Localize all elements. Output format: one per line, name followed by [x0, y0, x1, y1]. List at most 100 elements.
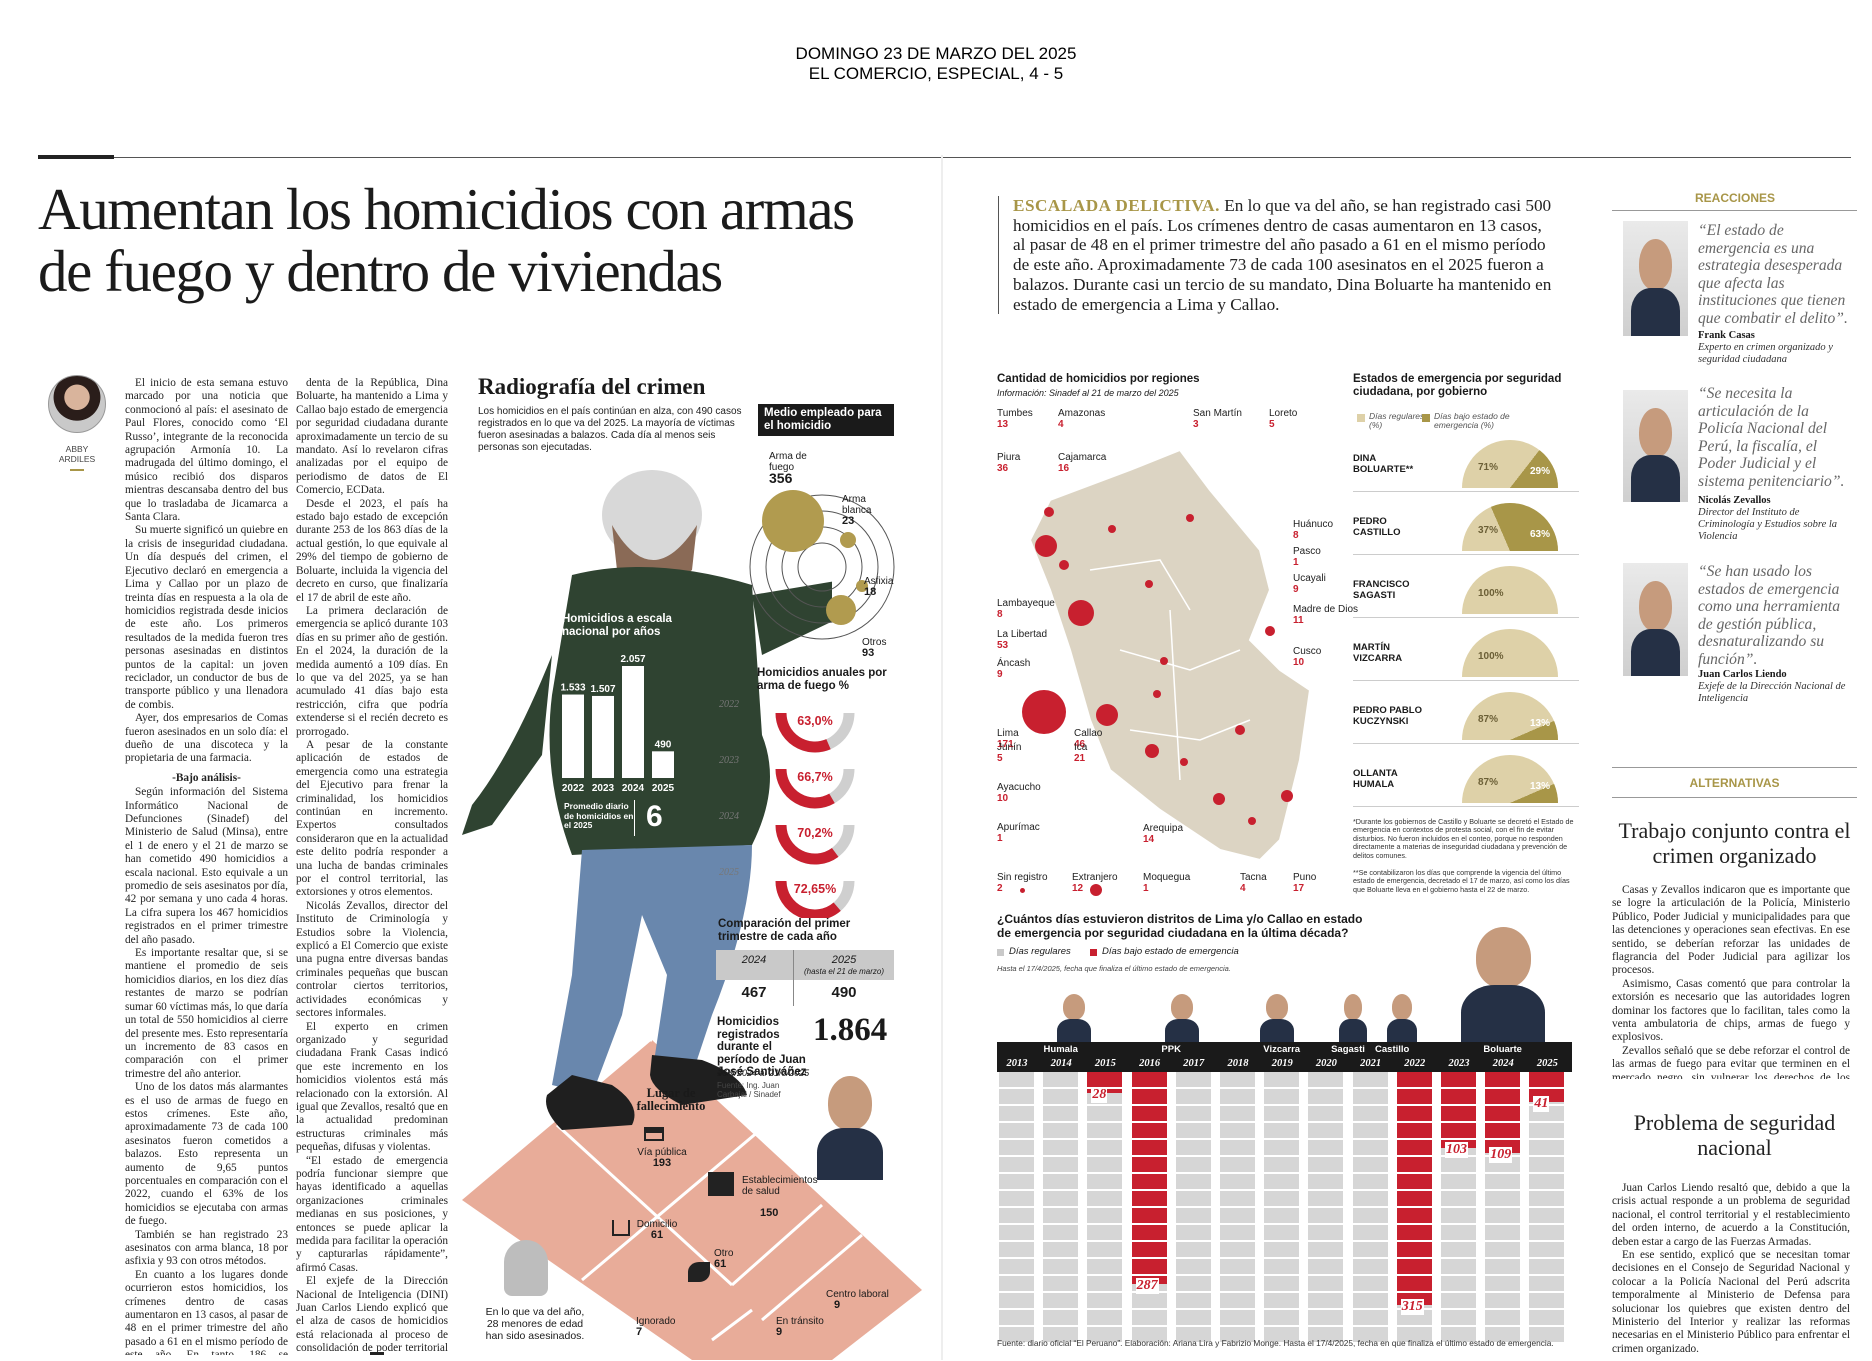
map-region-value: 4 [1058, 419, 1064, 430]
article-column-1: El inicio de esta semana estuvo marcado … [125, 377, 288, 1355]
gov-band-label: Boluarte [1483, 1044, 1522, 1055]
map-label-lima: Lima 171 [997, 728, 1067, 750]
decade-year-label: 2023 [1448, 1058, 1470, 1069]
col1-paragraph: El inicio de esta semana estuvo marcado … [125, 377, 288, 524]
cap [602, 470, 702, 560]
map-label-ucayali: Ucayali 9 [1293, 573, 1363, 595]
dot-san-martin [1145, 580, 1153, 588]
decade-bar-value: 103 [1445, 1142, 1468, 1159]
map-region-value: 21 [1074, 753, 1086, 764]
dot-ayacucho [1180, 758, 1188, 766]
via-publica-icon [644, 1127, 664, 1141]
dot-lima [1022, 690, 1066, 734]
gov-band-label: Vizcarra [1263, 1044, 1301, 1055]
map-region-value: 1 [997, 833, 1003, 844]
map-label-lambayeque: Lambayeque 8 [997, 598, 1067, 620]
dot-amazonas [1108, 525, 1116, 533]
reacciones-rule [1612, 210, 1857, 211]
fuego-year: 2024 [719, 811, 739, 822]
map-title: Cantidad de homicidios por regiones [997, 373, 1200, 385]
escalada-kicker: ESCALADA DELICTIVA. [1013, 196, 1220, 215]
comp-value-0: 467 [741, 984, 767, 1001]
annual-year-label: 2022 [562, 783, 585, 794]
decade-bar-2017 [1175, 1072, 1211, 1342]
gov-row-rule [1353, 617, 1579, 618]
quote-author: Nicolás Zevallos Director del Instituto d… [1698, 495, 1848, 543]
medio-otros-circle [826, 595, 856, 625]
decade-bar-2015 [1087, 1072, 1123, 1342]
promedio-label: Promedio diario de homicidios en el 2025 [564, 801, 634, 830]
map-region-name: Apurímac [997, 822, 1040, 833]
medio-label-0: Arma de fuego 356 [769, 451, 829, 486]
gov-gauge [1462, 566, 1558, 614]
fuego-label: 70,2% [797, 826, 832, 840]
map-region-value: 11 [1293, 615, 1304, 626]
lugar-4: Centro laboral 9 [826, 1289, 896, 1311]
map-region-value: 3 [1193, 419, 1199, 430]
decade-bar-2023 [1441, 1072, 1476, 1342]
medio-3-label: Otros [862, 637, 887, 648]
alternativas-rule-top [1612, 767, 1857, 768]
col2-paragraph: denta de la República, Dina Boluarte, ha… [296, 377, 448, 497]
col1b-paragraph: También se han registrado 23 asesinatos … [125, 1228, 288, 1268]
map-label-la-libertad: La Libertad 53 [997, 629, 1067, 651]
hoodie [549, 567, 770, 855]
map-label-cajamarca: Cajamarca 16 [1058, 452, 1128, 474]
ring-4 [797, 542, 847, 592]
ppk-photo [1160, 985, 1204, 1043]
dot-cusco [1235, 725, 1245, 735]
decade-bar-2018 [1220, 1072, 1255, 1342]
decade-bar-value: 287 [1135, 1278, 1159, 1295]
map-region-name: Amazonas [1058, 408, 1106, 419]
col2-paragraph: “El estado de emergencia podría funciona… [296, 1154, 448, 1274]
alternativas-rule-bottom [1612, 797, 1857, 798]
lugar-1-value: 150 [760, 1207, 779, 1219]
decade-bar-2016 [1131, 1072, 1167, 1342]
decade-legend-regular: Días regulares [1009, 946, 1071, 957]
santivanez-value: 1.864 [813, 1012, 888, 1048]
gov-band [997, 1042, 1572, 1058]
byline-accent [70, 469, 84, 471]
gov-band-label: PPK [1161, 1044, 1181, 1055]
decade-bar-emergency-2023 [1441, 1072, 1476, 1149]
comp-divider [793, 950, 794, 1006]
map-label-piura: Piura 36 [997, 452, 1067, 474]
decade-year-label: 2019 [1271, 1058, 1293, 1069]
gov-name: MARTÍN VIZCARRA [1353, 642, 1403, 664]
legend-emergencia-swatch [1422, 414, 1430, 422]
gov-regular-pct: 100% [1478, 651, 1504, 662]
alternativas-h1: Trabajo conjunto contra el crimen organi… [1618, 818, 1851, 868]
dot-junin [1153, 690, 1161, 698]
annual-year-label: 2023 [592, 783, 615, 794]
medio-0-label: Arma de fuego [769, 451, 807, 473]
decade-legend-emergencia-swatch [1090, 949, 1097, 956]
spread-gutter [941, 155, 943, 1360]
map-region-name: Lambayeque [997, 598, 1055, 609]
quote-role: Experto en crimen organizado y seguridad… [1698, 342, 1833, 365]
decade-bar-2025 [1529, 1072, 1565, 1342]
dot-piura [1035, 535, 1057, 557]
decade-bar-value: 28 [1091, 1086, 1108, 1103]
map-region-name: Junín [997, 742, 1022, 753]
arm-left [462, 655, 552, 835]
arm-gun [752, 581, 832, 655]
decade-chart-title: ¿Cuántos días estuvieron distritos de Li… [997, 912, 1363, 940]
gov-name: DINA BOLUARTE** [1353, 453, 1414, 475]
map-label-arequipa: Arequipa 14 [1143, 823, 1213, 845]
gov-regular-pct: 100% [1478, 588, 1504, 599]
boluarte-photo [1448, 905, 1558, 1043]
santivanez-title: Homicidios registrados durante el períod… [717, 1016, 807, 1078]
decade-bar-emergency-2022 [1396, 1072, 1432, 1305]
map-region-value: 10 [997, 793, 1009, 804]
fuego-label: 66,7% [797, 770, 832, 784]
annual-bar-label: 1.507 [590, 684, 615, 695]
quote-role: Exjefe de la Dirección Nacional de Intel… [1698, 681, 1846, 704]
col1-paragraph: Su muerte significó un quiebre en la cri… [125, 524, 288, 711]
legend-emergencia: Días bajo estado de emergencia (%) [1434, 411, 1510, 430]
dot-madre-de-dios [1265, 626, 1275, 636]
col1b-paragraph: En cuanto a los lugares donde ocurrieron… [125, 1268, 288, 1355]
map-region-value: 9 [1293, 584, 1299, 595]
map-label-ica: Ica 21 [1074, 742, 1144, 764]
map-source: Información: Sinadef al 21 de marzo del … [997, 388, 1179, 398]
santivanez-source: Fuente: Ing. Juan Carbajal / Sinadef [717, 1081, 781, 1099]
